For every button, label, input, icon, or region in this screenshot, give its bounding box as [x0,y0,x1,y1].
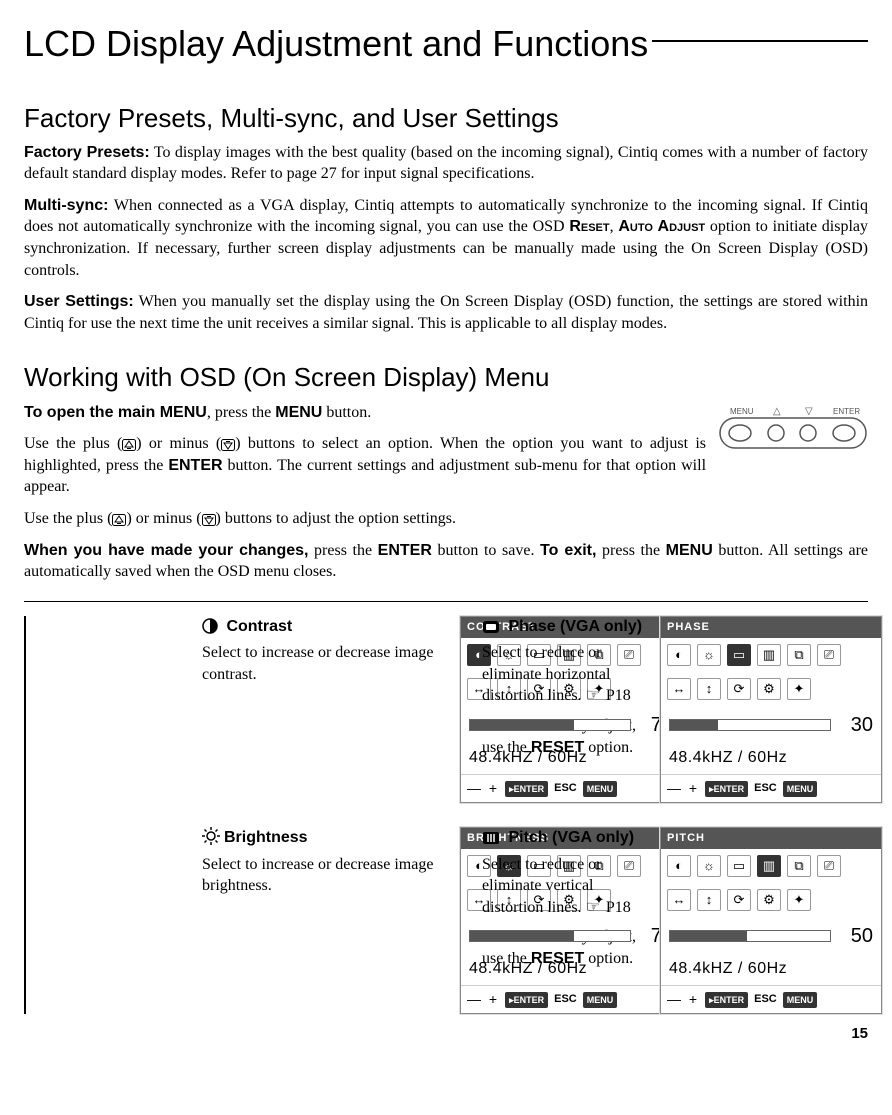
enter-button-ref: ENTER [378,542,432,559]
multisync-paragraph: Multi-sync: When connected as a VGA disp… [24,195,868,281]
user-paragraph: User Settings: When you manually set the… [24,291,868,334]
user-label: User Settings: [24,293,134,310]
phase-label: Phase (VGA only) [504,618,642,635]
menu-label-small: MENU [730,407,754,416]
open-menu-label: To open the main MENU [24,404,207,421]
adjust-option-paragraph: Use the plus () or minus () buttons to a… [24,508,868,530]
pointer-icon [586,687,602,704]
auto-adjust-smallcaps: Auto Adjust [618,218,705,235]
minus-icon [202,514,216,526]
phase-osd: PHASE ◐☼▭▥⧉⎚↔↕⟳⚙✦ 30 48.4kHZ / 60Hz — + … [660,616,882,803]
phase-cell: Phase (VGA only) Select to reduce or eli… [482,616,652,767]
changes-label: When you have made your changes, [24,542,308,559]
pointer-icon [586,899,602,916]
contrast-cell: Contrast Select to increase or decrease … [202,616,452,694]
user-text: When you manually set the display using … [24,293,868,332]
plus-icon [112,514,126,526]
factory-paragraph: Factory Presets: To display images with … [24,142,868,185]
menu-button-ref: MENU [666,542,713,559]
multisync-label: Multi-sync: [24,197,108,214]
phase-icon [482,619,500,641]
reset-ref: RESET [531,950,584,967]
minus-icon [221,439,235,451]
brightness-label: Brightness [224,829,308,846]
plus-icon [122,439,136,451]
svg-text:△: △ [773,406,781,417]
menu-button-ref: MENU [275,404,322,421]
osd-items-grid: Contrast Select to increase or decrease … [24,616,868,1015]
save-exit-paragraph: When you have made your changes, press t… [24,540,868,583]
page-title: LCD Display Adjustment and Functions [24,20,648,69]
enter-button-ref: ENTER [168,457,222,474]
brightness-desc: Select to increase or decrease image bri… [202,854,452,897]
exit-label: To exit, [540,542,596,559]
contrast-desc: Select to increase or decrease image con… [202,642,452,685]
section-heading-presets: Factory Presets, Multi-sync, and User Se… [24,101,868,136]
section-heading-osd: Working with OSD (On Screen Display) Men… [24,360,868,395]
section-divider [24,601,868,602]
pitch-desc-1: Select to reduce or eliminate vertical d… [482,856,602,916]
vertical-divider [24,616,194,1015]
osd-button-diagram: MENU △ ▽ ENTER [718,404,868,459]
svg-text:▽: ▽ [805,406,813,417]
enter-label-small: ENTER [833,407,860,416]
brightness-cell: Brightness Select to increase or decreas… [202,827,452,905]
contrast-icon [202,618,218,641]
factory-text: To display images with the best quality … [24,144,868,183]
contrast-label: Contrast [222,618,292,635]
pitch-cell: Pitch (VGA only) Select to reduce or eli… [482,827,652,978]
title-rule [652,40,868,42]
pitch-label: Pitch (VGA only) [504,829,634,846]
reset-ref: RESET [531,739,584,756]
pitch-osd: PITCH ◐☼▭▥⧉⎚↔↕⟳⚙✦ 50 48.4kHZ / 60Hz — + … [660,827,882,1014]
factory-label: Factory Presets: [24,144,150,161]
reset-smallcaps: Reset [569,218,609,235]
page-number: 15 [24,1024,868,1044]
pitch-icon [482,830,500,852]
brightness-icon [202,827,220,852]
